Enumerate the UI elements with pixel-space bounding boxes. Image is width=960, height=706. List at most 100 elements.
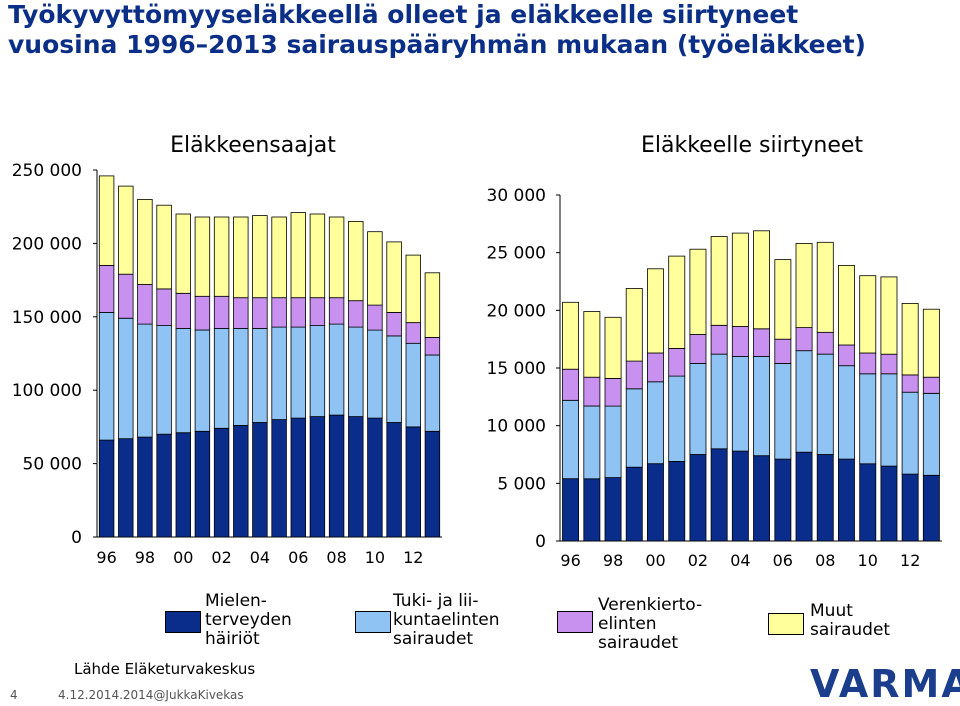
legend-label-circulatory: Verenkierto- elinten sairaudet — [598, 595, 703, 653]
bar-mental-03 — [710, 448, 728, 542]
bar-circulatory-01 — [668, 347, 686, 377]
bar-mental-00 — [175, 432, 192, 538]
bar-mental-11 — [880, 465, 898, 542]
bar-circulatory-98 — [604, 377, 622, 407]
bar-mental-05 — [271, 419, 287, 538]
bar-circulatory-07 — [795, 327, 813, 352]
bar-musculo-96 — [98, 311, 115, 441]
bar-mental-96 — [562, 478, 580, 542]
bar-other-99 — [625, 287, 643, 362]
bar-circulatory-09 — [838, 344, 855, 367]
bar-mental-09 — [348, 416, 364, 538]
bar-circulatory-05 — [753, 328, 771, 357]
bar-circulatory-99 — [156, 288, 172, 326]
bar-other-00 — [175, 213, 192, 294]
bar-other-06 — [290, 212, 307, 299]
bar-mental-02 — [213, 427, 230, 538]
bar-musculo-03 — [233, 328, 249, 426]
y-tick-label: 25 000 — [487, 244, 546, 264]
bar-mental-99 — [625, 466, 643, 542]
legend-swatch-musculo — [355, 611, 391, 633]
chart-title: Eläkkeelle siirtyneet — [641, 133, 863, 158]
bar-mental-08 — [816, 454, 834, 542]
x-tick-label: 12 — [403, 548, 423, 567]
bar-other-08 — [816, 241, 834, 333]
bar-circulatory-06 — [774, 338, 792, 364]
bar-circulatory-11 — [386, 311, 402, 337]
bar-mental-98 — [137, 436, 153, 538]
bar-other-01 — [194, 216, 211, 297]
bar-other-00 — [647, 268, 664, 354]
y-tick-label: 15 000 — [487, 359, 546, 379]
x-tick-label: 02 — [688, 551, 708, 570]
bar-musculo-01 — [194, 329, 211, 432]
x-tick-label: 08 — [326, 548, 346, 567]
bar-other-07 — [795, 242, 813, 328]
bar-musculo-12 — [405, 342, 422, 428]
bar-circulatory-11 — [880, 353, 898, 375]
bar-musculo-06 — [774, 362, 792, 460]
bar-other-12 — [405, 254, 422, 324]
bar-other-06 — [774, 259, 792, 340]
x-tick-label: 10 — [858, 551, 878, 570]
bar-circulatory-09 — [348, 300, 364, 328]
bar-mental-09 — [838, 458, 855, 542]
bar-musculo-11 — [880, 373, 898, 467]
y-tick-label: 20 000 — [487, 301, 546, 321]
bar-other-12 — [901, 302, 919, 376]
bar-circulatory-04 — [252, 297, 268, 329]
y-tick-label: 50 000 — [23, 455, 82, 475]
bar-other-97 — [583, 311, 601, 378]
bar-other-08 — [328, 216, 345, 299]
bar-musculo-08 — [816, 353, 834, 455]
bar-mental-06 — [774, 458, 792, 542]
bar-circulatory-99 — [625, 360, 643, 390]
y-tick-label: 250 000 — [12, 161, 82, 181]
bar-musculo-96 — [562, 399, 580, 480]
bar-musculo-97 — [583, 405, 601, 480]
bar-mental-06 — [290, 417, 307, 538]
bar-mental-13 — [424, 430, 441, 538]
bar-circulatory-06 — [290, 297, 307, 328]
bar-other-13 — [922, 308, 940, 378]
x-tick-label: 02 — [211, 548, 231, 567]
bar-musculo-02 — [689, 362, 707, 455]
bar-mental-99 — [156, 433, 172, 538]
bar-other-04 — [731, 232, 749, 327]
bar-mental-00 — [647, 463, 664, 542]
footer-date: 4.12.2014.2014@JukkaKivekas — [58, 688, 244, 702]
bar-other-11 — [880, 276, 898, 355]
bar-mental-04 — [731, 450, 749, 542]
bar-mental-07 — [795, 451, 813, 542]
bar-mental-10 — [859, 463, 877, 542]
bar-circulatory-97 — [583, 376, 601, 407]
y-tick-label: 0 — [535, 532, 546, 552]
bar-other-05 — [753, 230, 771, 330]
title-line-1: Työkyvyttömyyseläkkeellä olleet ja eläkk… — [8, 0, 799, 29]
bar-other-10 — [859, 275, 877, 354]
x-tick-label: 04 — [250, 548, 270, 567]
y-tick-label: 5 000 — [497, 474, 546, 494]
x-tick-label: 04 — [730, 551, 750, 570]
bar-musculo-03 — [710, 353, 728, 450]
bar-circulatory-98 — [137, 284, 153, 325]
bar-musculo-13 — [922, 392, 940, 476]
page-title: Työkyvyttömyyseläkkeellä olleet ja eläkk… — [8, 0, 948, 60]
varma-logo: VARMA — [810, 662, 960, 706]
bar-other-98 — [137, 198, 153, 285]
x-tick-label: 00 — [173, 548, 193, 567]
bar-musculo-97 — [118, 317, 134, 440]
bar-other-09 — [838, 264, 855, 346]
bar-other-02 — [213, 216, 230, 297]
bar-mental-07 — [309, 416, 326, 538]
bar-circulatory-97 — [118, 273, 134, 319]
bar-musculo-00 — [175, 328, 192, 434]
y-tick-label: 200 000 — [12, 234, 82, 254]
bar-circulatory-03 — [710, 324, 728, 355]
bar-mental-10 — [367, 417, 383, 538]
bar-circulatory-12 — [405, 322, 422, 344]
bar-other-04 — [252, 215, 268, 299]
x-tick-label: 10 — [365, 548, 385, 567]
bar-circulatory-10 — [367, 304, 383, 331]
bar-circulatory-02 — [213, 295, 230, 329]
